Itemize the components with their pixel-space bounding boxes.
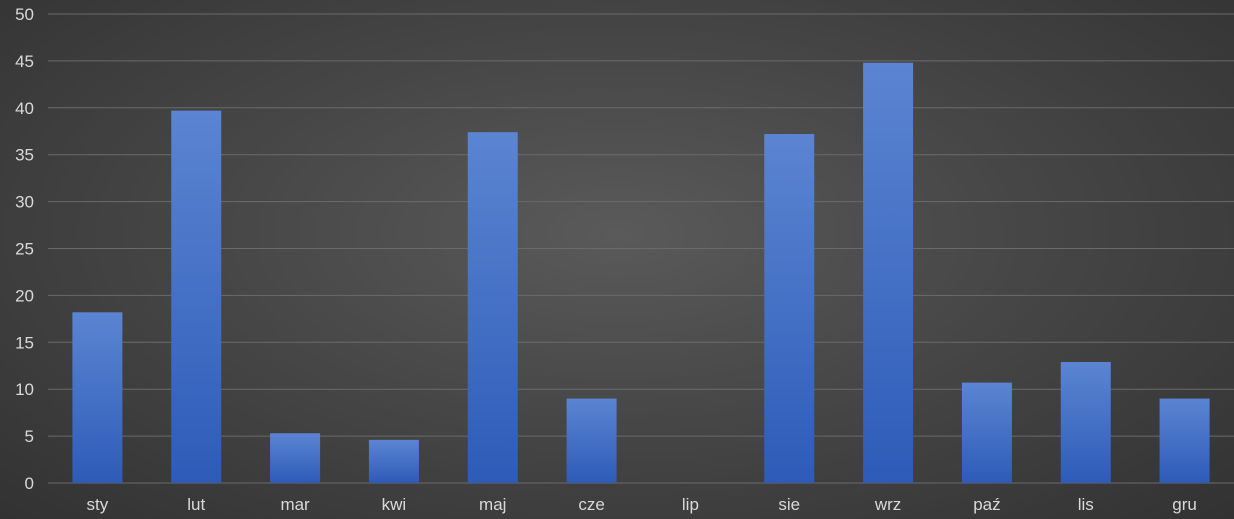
bar-paź [961, 382, 1012, 483]
bar-lut [171, 110, 222, 483]
x-tick-label: mar [280, 495, 310, 514]
bar-wrz [863, 62, 914, 483]
x-tick-label: lip [682, 495, 699, 514]
bar-lis [1060, 361, 1111, 483]
x-axis-ticks: sty lut mar kwi maj cze lip sie wrz paź lis gru [87, 495, 1197, 514]
x-tick-label: lut [187, 495, 205, 514]
bars [72, 62, 1210, 484]
y-tick-label: 25 [15, 240, 34, 259]
x-tick-label: sty [87, 495, 109, 514]
bar-mar [270, 433, 321, 483]
x-tick-label: sie [778, 495, 800, 514]
y-tick-label: 20 [15, 286, 34, 305]
bar-gru [1159, 398, 1210, 483]
y-tick-label: 35 [15, 146, 34, 165]
x-tick-label: gru [1172, 495, 1197, 514]
x-tick-label: kwi [382, 495, 407, 514]
bar-maj [467, 132, 518, 484]
y-tick-label: 50 [15, 5, 34, 24]
x-tick-label: cze [578, 495, 604, 514]
y-tick-label: 0 [25, 474, 34, 493]
y-tick-label: 40 [15, 99, 34, 118]
x-tick-label: paź [973, 495, 1000, 514]
gridlines [48, 13, 1234, 484]
bar-sty [72, 312, 123, 483]
y-tick-label: 45 [15, 52, 34, 71]
y-axis-ticks: 0 5 10 15 20 25 30 35 40 45 50 [15, 5, 34, 493]
y-tick-label: 5 [25, 427, 34, 446]
bar-sie [764, 134, 815, 483]
x-tick-label: wrz [874, 495, 901, 514]
y-tick-label: 10 [15, 380, 34, 399]
y-tick-label: 15 [15, 333, 34, 352]
bar-cze [566, 398, 617, 483]
bar-kwi [368, 439, 419, 483]
x-tick-label: lis [1078, 495, 1094, 514]
y-tick-label: 30 [15, 193, 34, 212]
x-tick-label: maj [479, 495, 506, 514]
